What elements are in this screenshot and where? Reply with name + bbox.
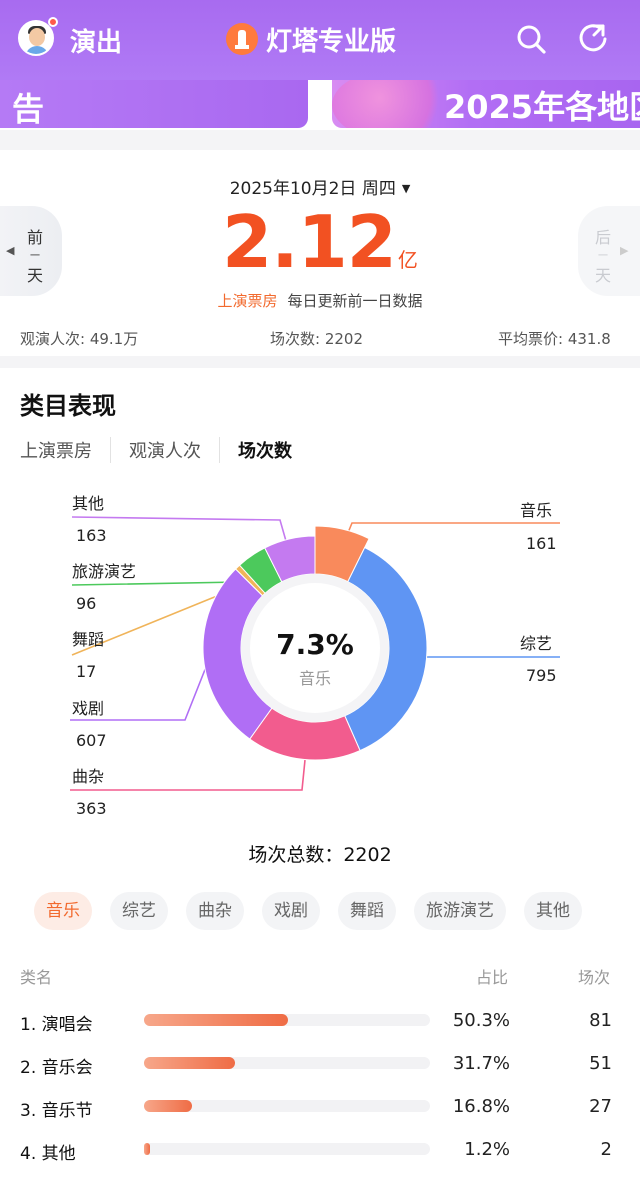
- section-divider: [0, 130, 640, 150]
- chip-quyi[interactable]: 曲杂: [186, 892, 244, 930]
- legend-value-variety: 795: [526, 666, 557, 685]
- tab-shows[interactable]: 场次数: [219, 437, 310, 463]
- banner-right-text: 2025年各地区: [444, 88, 640, 126]
- legend-value-dance: 17: [76, 662, 97, 681]
- row-bar-fill: [144, 1057, 235, 1069]
- row-percent: 16.8%: [452, 1096, 510, 1117]
- top-nav-bar: 演出 灯塔专业版: [0, 0, 640, 80]
- row-percent: 31.7%: [452, 1053, 510, 1074]
- donut-center: [250, 583, 380, 713]
- chip-tourism[interactable]: 旅游演艺: [414, 892, 506, 930]
- date-text: 2025年10月2日 周四: [229, 179, 396, 199]
- row-name: 1. 演唱会: [20, 1015, 93, 1035]
- lighthouse-logo-icon: [226, 23, 258, 55]
- leader-line-quyi: [70, 759, 306, 791]
- stat-audience: 观演人次: 49.1万: [20, 330, 139, 348]
- box-office-unit: 亿: [397, 248, 418, 272]
- banner-decoration: [332, 80, 452, 128]
- box-office-label: 上演票房: [217, 292, 278, 310]
- banner-card-left[interactable]: 告: [0, 80, 308, 128]
- box-office-total: 2.12 亿: [0, 200, 640, 284]
- row-percent: 1.2%: [464, 1139, 510, 1160]
- date-selector[interactable]: 2025年10月2日 周四 ▼: [0, 174, 640, 199]
- row-count: 51: [589, 1053, 612, 1074]
- row-count: 81: [589, 1010, 612, 1031]
- row-name: 4. 其他: [20, 1144, 76, 1164]
- leader-line-other: [71, 516, 289, 549]
- tab-box-office[interactable]: 上演票房: [20, 441, 92, 462]
- arrow-left-icon: ◀: [6, 244, 15, 257]
- row-bar-fill: [144, 1014, 288, 1026]
- section-divider: [0, 356, 640, 368]
- banner-left-text: 告: [12, 90, 45, 128]
- legend-value-drama: 607: [76, 731, 107, 750]
- row-bar-fill: [144, 1143, 151, 1155]
- legend-label-tourism: 旅游演艺: [72, 562, 137, 581]
- notification-dot: [48, 17, 58, 27]
- category-donut-chart[interactable]: [0, 480, 640, 830]
- row-bar-track: [144, 1143, 430, 1155]
- donut-slice-music[interactable]: [314, 525, 370, 583]
- row-name: 3. 音乐节: [20, 1101, 93, 1121]
- legend-label-drama: 戏剧: [72, 699, 105, 718]
- banner-card-right[interactable]: 2025年各地区: [332, 80, 640, 128]
- stat-avg-price: 平均票价: 431.8: [498, 330, 611, 348]
- search-icon[interactable]: [514, 22, 548, 56]
- chip-other[interactable]: 其他: [524, 892, 582, 930]
- legend-value-music: 161: [526, 534, 557, 553]
- legend-label-variety: 综艺: [520, 634, 553, 653]
- donut-center-percent: 7.3%: [276, 628, 354, 661]
- col-header-pct: 占比: [476, 968, 509, 987]
- col-header-count: 场次: [578, 968, 611, 987]
- caret-down-icon: ▼: [401, 182, 411, 195]
- legend-label-dance: 舞蹈: [72, 630, 105, 649]
- donut-center-label: 音乐: [298, 669, 331, 688]
- brand: 灯塔专业版: [226, 22, 397, 57]
- stat-shows: 场次数: 2202: [270, 330, 363, 348]
- prev-day-label: 前一天: [26, 228, 43, 285]
- row-bar-track: [144, 1057, 430, 1069]
- box-office-amount: 2.12: [222, 200, 397, 284]
- section-title: 类目表现: [20, 392, 116, 420]
- chip-dance[interactable]: 舞蹈: [338, 892, 396, 930]
- category-filter-chips: 音乐 综艺 曲杂 戏剧 舞蹈 旅游演艺 其他: [0, 892, 640, 934]
- total-shows: 场次总数：2202: [248, 844, 392, 866]
- legend-value-quyi: 363: [76, 799, 107, 818]
- chip-variety[interactable]: 综艺: [110, 892, 168, 930]
- row-bar-track: [144, 1014, 430, 1026]
- arrow-right-icon: ▶: [620, 244, 629, 257]
- nav-title[interactable]: 演出: [70, 28, 123, 58]
- user-avatar[interactable]: [18, 20, 54, 56]
- col-header-name: 类名: [20, 968, 53, 987]
- leader-line-drama: [70, 661, 209, 721]
- metric-tabs: 上演票房 观演人次 场次数: [20, 437, 310, 463]
- row-bar-track: [144, 1100, 430, 1112]
- legend-label-other: 其他: [72, 494, 105, 513]
- legend-value-tourism: 96: [76, 594, 97, 613]
- legend-label-music: 音乐: [520, 501, 553, 520]
- row-count: 27: [589, 1096, 612, 1117]
- row-percent: 50.3%: [452, 1010, 510, 1031]
- refresh-icon[interactable]: [576, 22, 610, 56]
- brand-name: 灯塔专业版: [266, 26, 397, 57]
- next-day-label: 后一天: [594, 228, 611, 285]
- update-note: 每日更新前一日数据: [287, 292, 423, 310]
- chip-drama[interactable]: 戏剧: [262, 892, 320, 930]
- row-name: 2. 音乐会: [20, 1058, 93, 1078]
- chip-music[interactable]: 音乐: [34, 892, 92, 930]
- row-bar-fill: [144, 1100, 193, 1112]
- prev-day-button[interactable]: ◀ 前一天: [0, 206, 62, 296]
- legend-label-quyi: 曲杂: [72, 767, 105, 786]
- legend-value-other: 163: [76, 526, 107, 545]
- tab-audience[interactable]: 观演人次: [110, 437, 219, 463]
- next-day-button[interactable]: 后一天 ▶: [578, 206, 640, 296]
- box-office-caption: 上演票房 每日更新前一日数据: [0, 290, 640, 311]
- row-count: 2: [600, 1139, 612, 1160]
